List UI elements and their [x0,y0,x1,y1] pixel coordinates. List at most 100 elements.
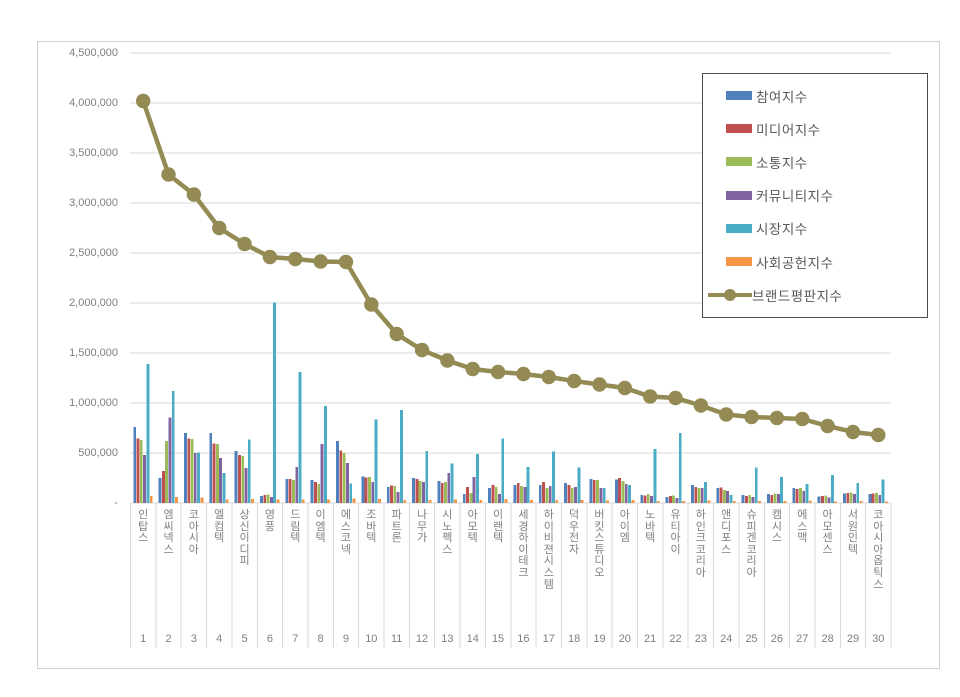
bar-media-9 [339,450,343,503]
x-axis-label-21: 노 바 텍 [645,509,656,545]
bar-social-9 [352,498,356,503]
bar-media-13 [440,483,444,503]
bar-media-21 [643,495,647,503]
bar-communication-12 [418,481,422,503]
bar-community-3 [193,453,197,503]
legend-label-participation: 참여지수 [756,89,808,105]
bar-community-2 [168,417,172,503]
line-marker-18 [566,373,582,389]
x-axis-label-14: 아 모 텍 [467,509,478,545]
x-axis-label-26: 캠 시 스 [771,509,782,545]
bar-market-7 [298,372,302,503]
legend-item-market: 시장지수 [703,212,927,245]
bar-communication-29 [849,492,853,503]
x-axis-label-27: 에 스 맥 [797,509,808,545]
bar-media-5 [237,455,241,503]
bar-participation-28 [817,496,821,503]
line-marker-2 [161,167,176,182]
rank-label-25: 25 [745,633,758,645]
bar-participation-21 [640,495,644,503]
bar-market-21 [653,449,657,503]
bar-communication-24 [722,490,726,503]
rank-label-3: 3 [190,633,197,645]
bar-participation-24 [716,488,720,503]
line-marker-14 [465,361,480,377]
bar-media-19 [592,480,596,503]
bar-communication-13 [444,482,447,503]
bar-participation-23 [690,485,694,503]
line-marker-15 [490,364,506,380]
line-marker-30 [871,427,886,443]
bar-social-6 [276,499,280,503]
bar-participation-12 [412,478,415,503]
bar-communication-5 [241,456,245,503]
y-axis-label-3000000: 3,000,000 [69,197,118,209]
bar-communication-26 [773,493,777,503]
bar-market-12 [425,451,429,503]
bar-communication-27 [798,488,802,503]
bar-market-11 [399,410,403,503]
bar-social-7 [301,499,305,503]
x-axis-label-13: 시 노 펙 스 [442,509,453,556]
x-axis-label-4: 엘 컴 텍 [214,509,225,545]
x-axis-label-5: 상 신 이 디 피 [239,509,250,568]
x-axis-label-10: 조 바 텍 [366,509,377,545]
bar-communication-20 [621,481,625,503]
bar-social-22 [682,501,685,503]
bar-social-16 [530,500,533,503]
bar-social-14 [479,500,483,503]
bar-participation-5 [234,451,238,503]
bar-market-17 [552,451,555,503]
bar-communication-28 [824,495,828,503]
bar-community-18 [574,487,577,503]
rank-label-2: 2 [165,633,172,645]
bar-community-24 [726,491,730,503]
rank-label-9: 9 [342,633,350,645]
bar-community-26 [776,494,780,503]
bar-media-11 [390,485,393,503]
line-marker-24 [719,407,734,422]
bar-community-20 [624,484,628,503]
bar-community-6 [269,497,273,503]
bar-community-8 [320,444,324,503]
bar-community-4 [219,458,223,503]
bar-community-7 [295,467,299,503]
bar-media-3 [187,438,191,503]
bar-community-19 [599,488,603,503]
bar-market-10 [374,419,378,503]
bar-market-8 [323,406,327,503]
bar-market-26 [780,477,784,503]
bar-media-18 [567,485,571,503]
bar-market-20 [628,485,631,503]
y-axis-label-1500000: 1,500,000 [69,347,118,359]
bar-communication-3 [190,439,194,503]
legend-label-brand: 브랜드평판지수 [752,288,843,304]
bar-social-17 [555,500,559,503]
x-axis-label-17: 하 이 비 젼 시 스 템 [543,509,554,591]
bar-communication-18 [570,488,574,503]
legend-label-community: 커뮤니티지수 [756,189,834,205]
bar-media-27 [795,489,799,503]
bar-community-17 [548,486,552,503]
bar-social-13 [453,499,457,503]
bar-social-5 [251,499,255,503]
bar-participation-17 [538,485,542,503]
bar-community-14 [472,477,476,503]
bar-communication-8 [317,484,321,503]
legend-label-communication: 소통지수 [756,155,808,171]
bar-series-social [149,496,888,503]
rank-label-16: 16 [517,633,530,645]
bar-participation-1 [133,427,137,503]
bar-community-16 [523,487,527,503]
bar-social-27 [808,500,812,503]
bar-participation-26 [767,494,770,503]
bar-social-2 [175,497,178,503]
rank-label-21: 21 [644,633,657,645]
bar-communication-21 [646,494,650,503]
bar-participation-16 [513,485,517,503]
rank-label-13: 13 [441,633,454,645]
line-marker-11 [389,326,404,342]
bar-community-25 [751,497,755,503]
legend-swatch-market [726,223,752,233]
bar-participation-2 [158,478,162,503]
